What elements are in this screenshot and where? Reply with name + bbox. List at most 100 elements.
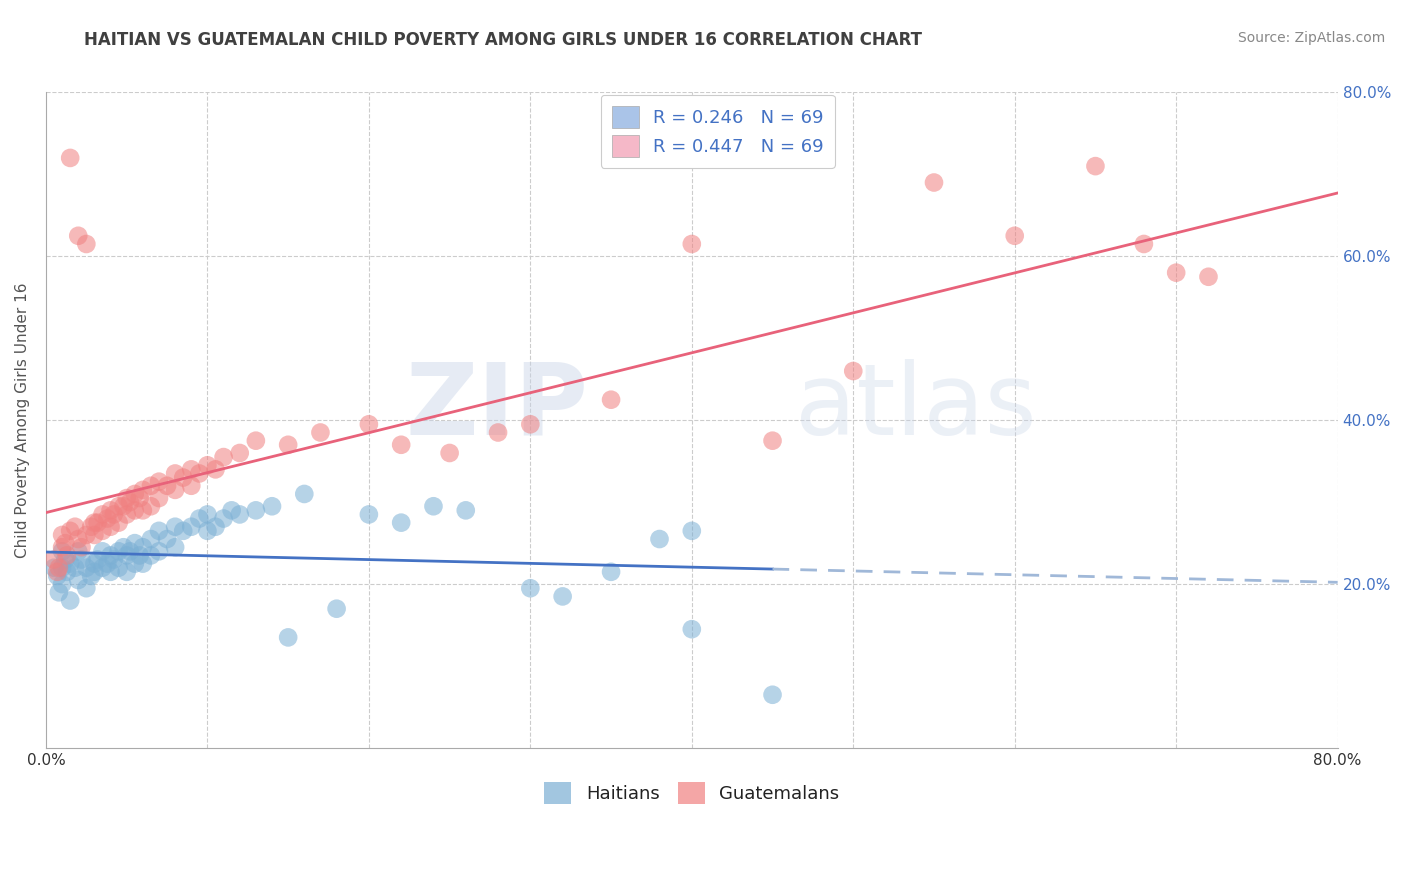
Point	[132, 483, 155, 497]
Point	[83, 516, 105, 530]
Point	[80, 520, 103, 534]
Point	[124, 557, 146, 571]
Point	[551, 590, 574, 604]
Point	[600, 565, 623, 579]
Point	[439, 446, 461, 460]
Point	[180, 520, 202, 534]
Point	[681, 622, 703, 636]
Point	[86, 516, 108, 530]
Point	[212, 450, 235, 464]
Point	[389, 438, 412, 452]
Point	[165, 540, 187, 554]
Point	[165, 483, 187, 497]
Point	[519, 581, 541, 595]
Legend: Haitians, Guatemalans: Haitians, Guatemalans	[537, 774, 846, 811]
Point	[115, 549, 138, 563]
Point	[59, 557, 82, 571]
Point	[67, 532, 90, 546]
Point	[648, 532, 671, 546]
Point	[165, 520, 187, 534]
Point	[91, 544, 114, 558]
Point	[132, 540, 155, 554]
Point	[1166, 266, 1188, 280]
Point	[115, 565, 138, 579]
Point	[91, 508, 114, 522]
Point	[681, 237, 703, 252]
Point	[148, 475, 170, 489]
Point	[67, 228, 90, 243]
Point	[454, 503, 477, 517]
Point	[75, 237, 97, 252]
Point	[309, 425, 332, 440]
Point	[107, 500, 129, 514]
Point	[156, 532, 179, 546]
Point	[107, 544, 129, 558]
Point	[112, 540, 135, 554]
Point	[761, 688, 783, 702]
Point	[1198, 269, 1220, 284]
Point	[100, 565, 122, 579]
Point	[197, 508, 219, 522]
Point	[83, 528, 105, 542]
Point	[80, 569, 103, 583]
Point	[188, 467, 211, 481]
Point	[180, 462, 202, 476]
Point	[112, 500, 135, 514]
Point	[486, 425, 509, 440]
Point	[172, 524, 194, 538]
Point	[56, 565, 79, 579]
Point	[107, 560, 129, 574]
Point	[204, 462, 226, 476]
Point	[156, 479, 179, 493]
Point	[325, 601, 347, 615]
Point	[46, 569, 69, 583]
Point	[67, 573, 90, 587]
Point	[118, 544, 141, 558]
Point	[1133, 237, 1156, 252]
Point	[922, 176, 945, 190]
Point	[260, 500, 283, 514]
Point	[1004, 228, 1026, 243]
Point	[53, 536, 76, 550]
Point	[197, 458, 219, 473]
Point	[165, 467, 187, 481]
Point	[228, 446, 250, 460]
Point	[228, 508, 250, 522]
Point	[139, 532, 162, 546]
Point	[100, 549, 122, 563]
Point	[139, 479, 162, 493]
Point	[96, 557, 118, 571]
Point	[100, 503, 122, 517]
Point	[357, 508, 380, 522]
Point	[139, 500, 162, 514]
Point	[221, 503, 243, 517]
Point	[422, 500, 444, 514]
Point	[51, 577, 73, 591]
Text: ZIP: ZIP	[405, 359, 589, 456]
Point	[128, 549, 150, 563]
Point	[115, 491, 138, 505]
Point	[91, 524, 114, 538]
Point	[124, 536, 146, 550]
Point	[51, 528, 73, 542]
Point	[59, 151, 82, 165]
Point	[124, 487, 146, 501]
Point	[42, 560, 65, 574]
Point	[59, 593, 82, 607]
Point	[59, 524, 82, 538]
Point	[48, 585, 70, 599]
Point	[63, 520, 86, 534]
Point	[70, 552, 93, 566]
Point	[46, 565, 69, 579]
Point	[103, 508, 125, 522]
Point	[245, 503, 267, 517]
Point	[100, 520, 122, 534]
Point	[118, 495, 141, 509]
Point	[245, 434, 267, 448]
Point	[83, 565, 105, 579]
Point	[681, 524, 703, 538]
Point	[75, 581, 97, 595]
Point	[148, 544, 170, 558]
Point	[197, 524, 219, 538]
Point	[42, 552, 65, 566]
